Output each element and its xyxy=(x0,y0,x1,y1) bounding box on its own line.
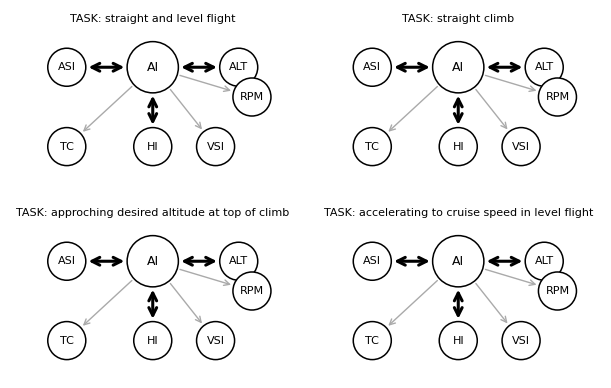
Circle shape xyxy=(525,48,563,86)
Circle shape xyxy=(538,272,576,310)
Text: TASK: straight climb: TASK: straight climb xyxy=(402,14,514,24)
Text: ASI: ASI xyxy=(364,256,381,266)
Text: RPM: RPM xyxy=(546,92,569,102)
Text: RPM: RPM xyxy=(546,286,569,296)
Circle shape xyxy=(48,242,86,280)
Circle shape xyxy=(353,242,391,280)
Text: TC: TC xyxy=(60,336,74,346)
Circle shape xyxy=(233,78,271,116)
Circle shape xyxy=(127,42,178,93)
Circle shape xyxy=(134,322,172,360)
Circle shape xyxy=(134,128,172,166)
Circle shape xyxy=(502,322,540,360)
Text: RPM: RPM xyxy=(240,92,264,102)
Text: TASK: approching desired altitude at top of climb: TASK: approching desired altitude at top… xyxy=(16,208,290,218)
Text: HI: HI xyxy=(147,336,159,346)
Circle shape xyxy=(220,48,258,86)
Text: HI: HI xyxy=(452,336,464,346)
Circle shape xyxy=(48,48,86,86)
Text: ALT: ALT xyxy=(535,62,554,72)
Text: TC: TC xyxy=(365,142,379,152)
Text: ASI: ASI xyxy=(364,62,381,72)
Circle shape xyxy=(433,236,484,287)
Circle shape xyxy=(48,128,86,166)
Text: ALT: ALT xyxy=(229,62,248,72)
Text: HI: HI xyxy=(147,142,159,152)
Text: AI: AI xyxy=(147,61,159,74)
Text: VSI: VSI xyxy=(207,142,225,152)
Text: ASI: ASI xyxy=(58,256,76,266)
Circle shape xyxy=(233,272,271,310)
Text: TASK: accelerating to cruise speed in level flight: TASK: accelerating to cruise speed in le… xyxy=(324,208,593,218)
Text: VSI: VSI xyxy=(512,142,530,152)
Text: TC: TC xyxy=(365,336,379,346)
Text: AI: AI xyxy=(452,255,464,268)
Circle shape xyxy=(433,42,484,93)
Circle shape xyxy=(538,78,576,116)
Circle shape xyxy=(353,48,391,86)
Text: AI: AI xyxy=(147,255,159,268)
Text: AI: AI xyxy=(452,61,464,74)
Circle shape xyxy=(502,128,540,166)
Text: RPM: RPM xyxy=(240,286,264,296)
Circle shape xyxy=(353,322,391,360)
Circle shape xyxy=(127,236,178,287)
Circle shape xyxy=(197,322,235,360)
Circle shape xyxy=(439,128,477,166)
Circle shape xyxy=(220,242,258,280)
Circle shape xyxy=(439,322,477,360)
Text: TC: TC xyxy=(60,142,74,152)
Text: VSI: VSI xyxy=(207,336,225,346)
Circle shape xyxy=(353,128,391,166)
Text: VSI: VSI xyxy=(512,336,530,346)
Text: HI: HI xyxy=(452,142,464,152)
Circle shape xyxy=(48,322,86,360)
Text: ALT: ALT xyxy=(535,256,554,266)
Text: ALT: ALT xyxy=(229,256,248,266)
Circle shape xyxy=(197,128,235,166)
Circle shape xyxy=(525,242,563,280)
Text: ASI: ASI xyxy=(58,62,76,72)
Text: TASK: straight and level flight: TASK: straight and level flight xyxy=(70,14,235,24)
